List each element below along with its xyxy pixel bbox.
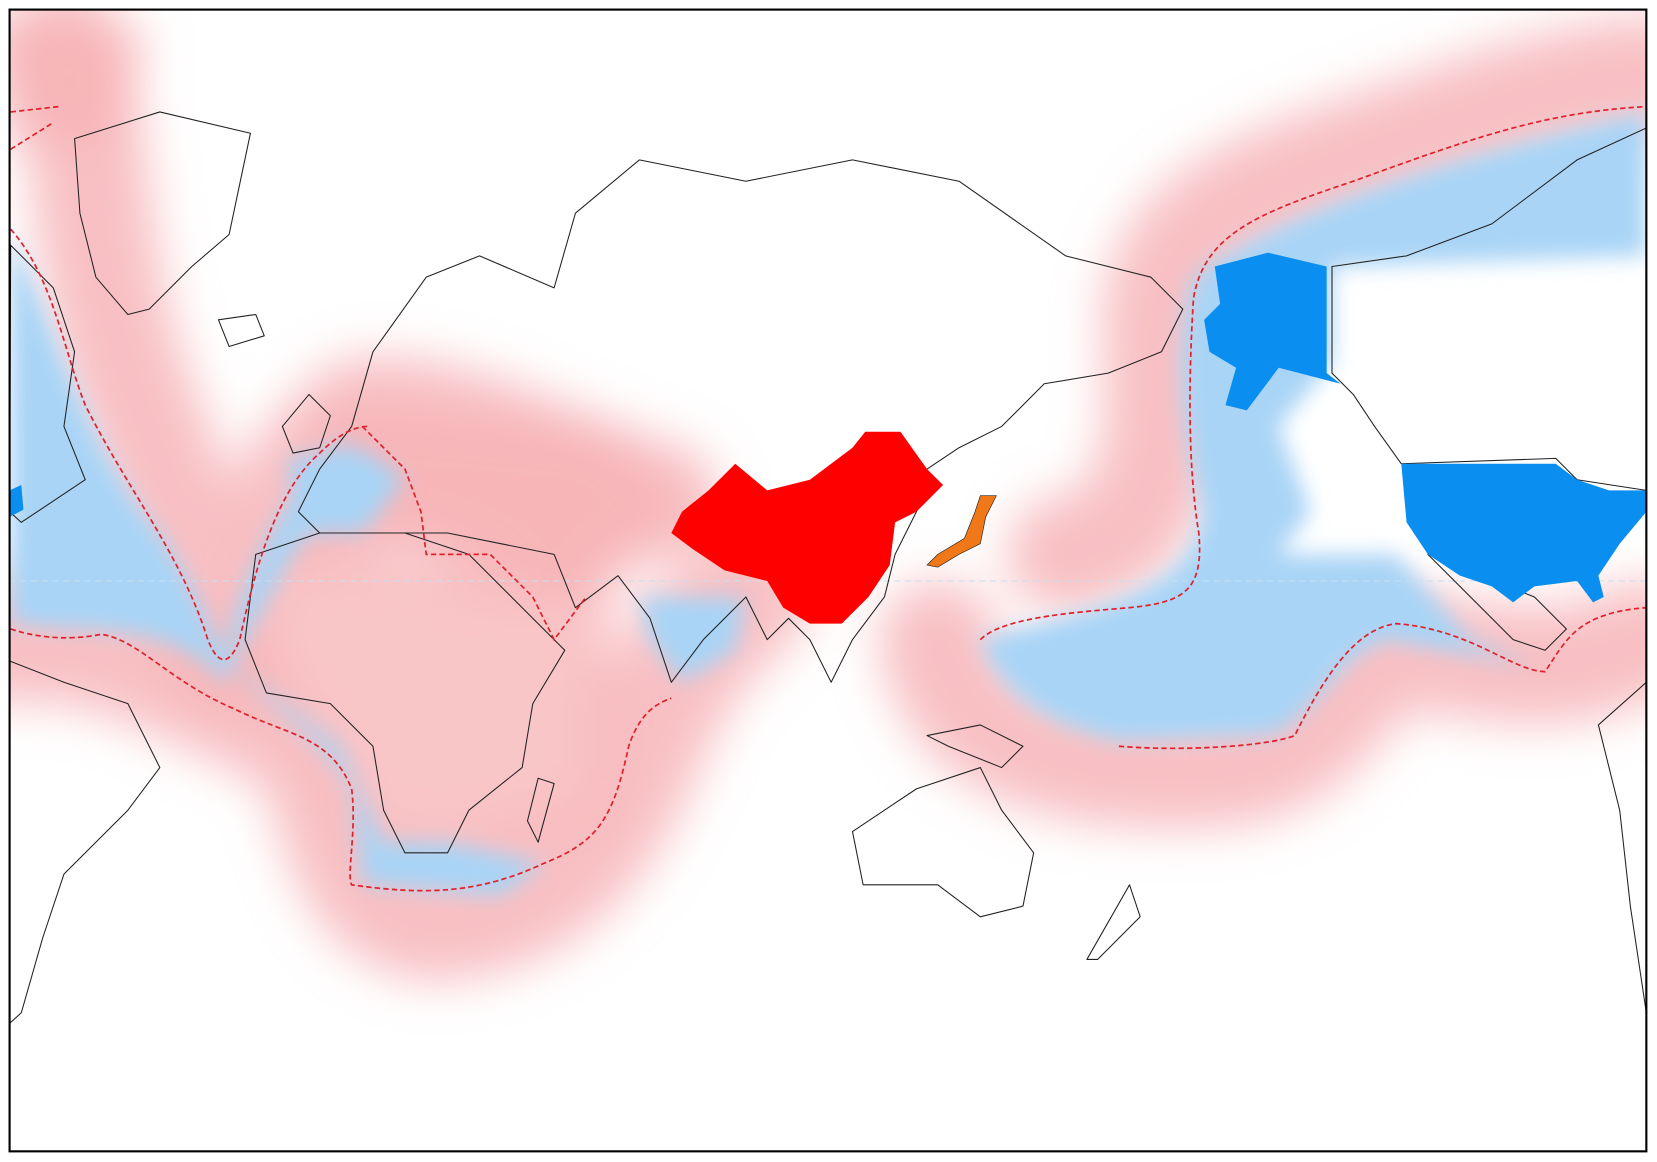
alaska [1204,252,1341,411]
madagascar [526,777,555,843]
pink-zone-africa [9,533,810,981]
greenland [74,111,251,316]
route-south-africa [10,628,672,892]
blue-zone-indian [639,596,746,683]
pink-zone-africa-inland [245,543,608,864]
blue-edge-region [9,485,24,518]
blue-zone-south-atlantic [229,660,544,896]
routes [10,105,1647,892]
iceland [217,313,265,348]
blue-zone-pacific [980,111,1647,741]
pink-zones [9,9,1647,981]
blue-zones [10,111,1647,896]
pink-zone-northwest [9,16,144,144]
pink-zone-north-pacific [1006,15,1647,613]
united-states [1401,463,1647,603]
new-guinea [926,724,1024,769]
blue-zone-mediterranean [287,447,405,534]
route-suez [361,425,587,642]
south-america-west [9,660,161,1024]
blue-zone-atlantic [10,234,363,683]
japan [926,495,997,568]
british-isles [281,393,331,454]
pink-zone-south-pacific [879,581,1647,829]
map-content [9,9,1647,1024]
australia [851,767,1035,918]
china [671,431,944,624]
new-zealand [1086,884,1141,960]
africa [244,532,566,854]
route-atlantic [10,228,368,661]
central-america [1427,553,1567,651]
south-america-east [1597,681,1647,1014]
route-north-pacific [979,105,1647,641]
map-frame [8,8,1648,1153]
route-south-pacific [1118,606,1647,750]
